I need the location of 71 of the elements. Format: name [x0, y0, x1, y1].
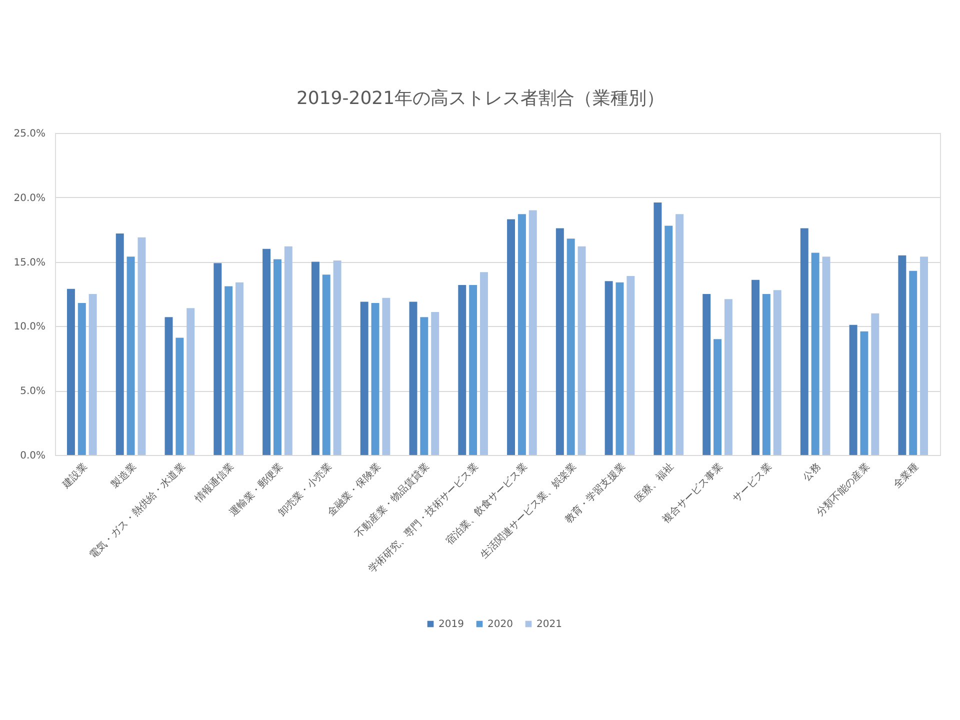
y-tick-label: 5.0%	[20, 386, 46, 398]
bar	[507, 219, 516, 455]
bar	[664, 226, 673, 455]
bar	[469, 284, 478, 455]
bar	[214, 263, 222, 455]
bar	[871, 313, 880, 455]
bar	[752, 280, 760, 455]
bar	[322, 274, 330, 455]
x-tick-label: 建設業	[59, 460, 90, 492]
bar	[849, 324, 858, 455]
bar	[518, 214, 526, 455]
bar	[116, 233, 124, 455]
bar	[800, 228, 808, 455]
y-tick-label: 10.0%	[14, 322, 46, 333]
x-tick-label: 医療、福祉	[632, 460, 676, 505]
bar	[66, 288, 75, 455]
bar	[284, 246, 292, 455]
x-tick-label: 製造業	[108, 460, 139, 490]
bar	[566, 238, 575, 455]
bar	[578, 246, 586, 455]
bar	[714, 339, 722, 455]
bar	[360, 302, 368, 455]
bar	[702, 294, 711, 455]
bar	[224, 286, 233, 455]
bar	[811, 252, 820, 455]
bar	[898, 255, 906, 455]
x-tick-label: サービス業	[730, 460, 774, 505]
legend-label: 2021	[536, 619, 562, 630]
bar	[126, 256, 135, 455]
y-tick-label: 15.0%	[14, 257, 46, 268]
bar	[333, 260, 342, 455]
bar	[528, 210, 537, 455]
bar	[311, 262, 320, 455]
bar	[420, 317, 428, 455]
bar	[431, 312, 440, 455]
bar	[676, 214, 684, 455]
bar	[138, 237, 146, 455]
bar	[616, 282, 624, 455]
x-tick-label: 全業種	[891, 460, 921, 490]
bar	[236, 282, 244, 455]
x-tick-label: 公務	[800, 460, 824, 484]
bar	[458, 284, 466, 455]
bar	[654, 202, 662, 455]
bar	[822, 256, 830, 455]
y-tick-label: 0.0%	[20, 450, 46, 462]
legend-label: 2020	[488, 619, 513, 630]
bar	[480, 272, 488, 455]
y-tick-label: 25.0%	[14, 128, 46, 140]
y-tick-label: 20.0%	[14, 192, 46, 204]
bar	[382, 298, 390, 455]
bar	[88, 294, 97, 455]
bar	[409, 302, 418, 455]
bar	[724, 299, 732, 455]
bar	[860, 331, 868, 455]
bar	[556, 228, 564, 455]
bar	[920, 256, 928, 455]
bar	[604, 281, 613, 455]
legend-label: 2019	[438, 619, 464, 630]
bar	[273, 259, 282, 455]
bar	[78, 303, 86, 455]
x-tick-label: 情報通信業	[192, 460, 236, 506]
chart-title: 2019-2021年の高ストレス者割合（業種別）	[296, 88, 665, 109]
bar	[773, 290, 782, 455]
bar	[626, 276, 635, 455]
bar	[186, 308, 195, 455]
bar	[762, 294, 770, 455]
bar	[371, 303, 380, 455]
bar	[176, 338, 184, 455]
bar	[262, 248, 271, 455]
bar	[164, 317, 173, 455]
bar	[909, 270, 918, 455]
